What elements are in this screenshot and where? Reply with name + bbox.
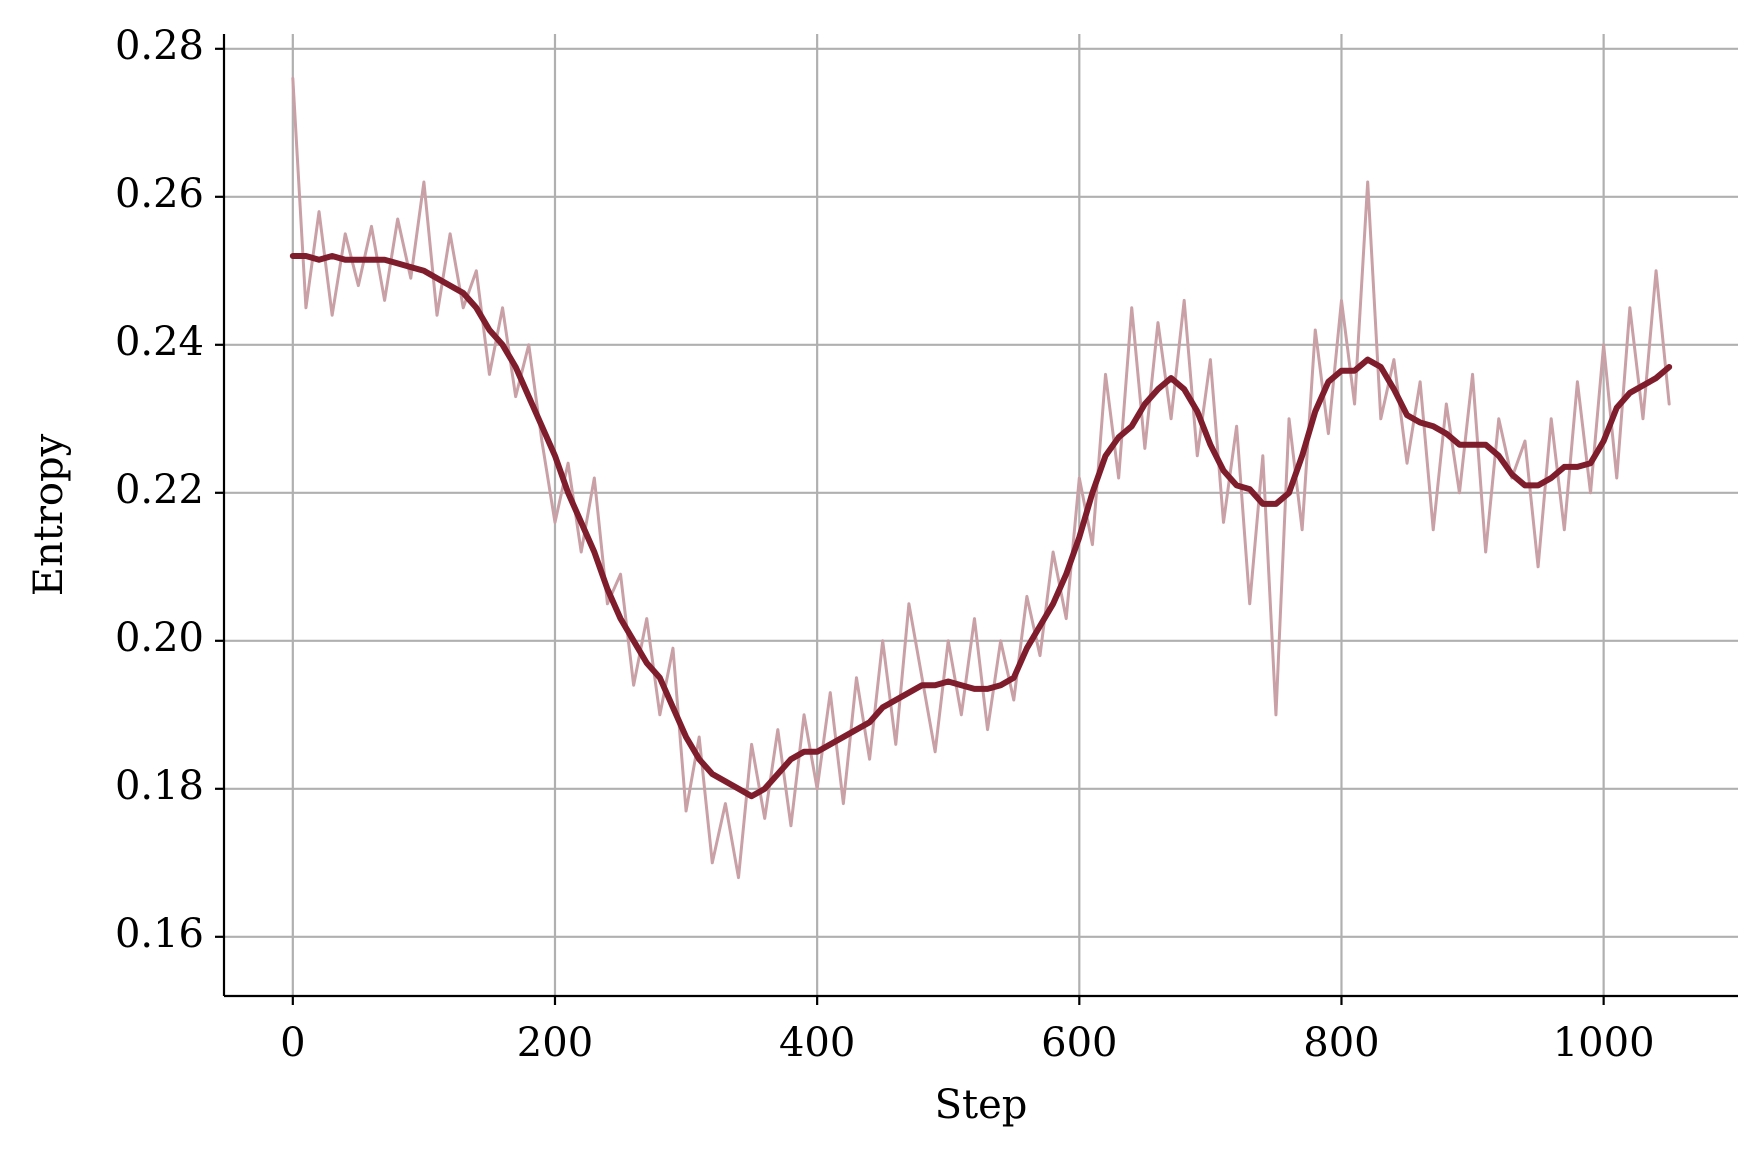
y-tick-label: 0.16: [115, 911, 204, 957]
x-tick-label: 1000: [1553, 1020, 1655, 1066]
x-tick-label: 0: [280, 1020, 305, 1066]
y-axis-label: Entropy: [26, 433, 72, 596]
x-tick-label: 600: [1041, 1020, 1117, 1066]
y-tick-label: 0.18: [115, 763, 204, 809]
y-tick-label: 0.24: [115, 319, 204, 365]
y-tick-label: 0.26: [115, 171, 204, 217]
x-tick-label: 400: [779, 1020, 855, 1066]
line-series: [291, 76, 1671, 880]
line-series: [289, 253, 1673, 800]
x-axis-label: Step: [935, 1082, 1028, 1128]
y-tick-label: 0.22: [115, 467, 204, 513]
y-tick-label: 0.20: [115, 615, 204, 661]
y-tick-label: 0.28: [115, 23, 204, 69]
x-tick-label: 200: [517, 1020, 593, 1066]
x-tick-label: 800: [1303, 1020, 1379, 1066]
